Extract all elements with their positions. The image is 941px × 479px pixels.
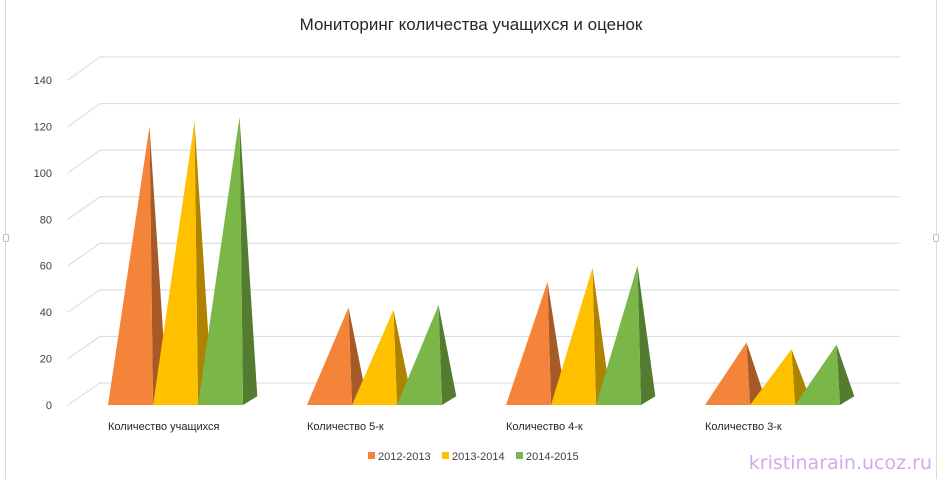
bar [551,268,611,405]
y-tick-label: 20 [40,354,52,366]
bar-front-face [506,281,551,405]
x-axis-categories: Количество учащихся Количество 5-к Количес… [108,421,782,433]
y-axis-ticks: 0 20 40 60 80 100 120 140 [34,75,52,412]
bars [108,117,855,406]
x-category-label: Количество 5-к [307,421,384,433]
y-tick-label: 140 [34,75,52,87]
gridline [67,242,900,267]
bar-side-face [149,126,168,405]
bar [795,344,855,405]
bar-front-face [153,121,198,406]
chart-frame [3,0,939,479]
bar-side-face [637,265,656,405]
gridline [67,56,900,81]
bar-side-face [348,307,367,405]
bar [307,307,367,405]
legend-label: 2013-2014 [452,451,505,463]
bar-side-face [194,121,213,406]
resize-handle-left[interactable] [3,234,9,242]
legend[interactable]: 2012-2013 2013-2014 2014-2015 [368,451,579,463]
bar-front-face [352,309,397,405]
bar [397,305,457,405]
bar [705,342,765,405]
legend-label: 2014-2015 [526,451,579,463]
chart-title: Мониторинг количества учащихся и оценок [300,15,643,34]
bar [750,349,810,405]
y-tick-label: 60 [40,261,52,273]
y-tick-label: 40 [40,307,52,319]
legend-swatch [368,452,375,459]
bar-side-face [239,117,258,406]
watermark-text: kristinarain.ucoz.ru [749,452,932,474]
bar [506,281,566,405]
resize-handle-right[interactable] [933,234,939,242]
bar [352,309,412,405]
bar-front-face [397,305,442,405]
bar [153,121,213,406]
legend-item[interactable]: 2013-2014 [442,451,505,463]
gridline [67,149,900,174]
gridline [67,103,900,127]
x-category-label: Количество учащихся [108,421,220,433]
bar-front-face [551,268,596,405]
bar-side-face [592,268,611,405]
legend-swatch [442,452,449,459]
gridline [67,196,900,220]
bar [198,117,258,406]
bar-side-face [393,309,412,405]
legend-swatch [516,452,523,459]
bar-front-face [307,307,352,405]
bar [596,265,656,405]
y-tick-label: 100 [34,168,52,180]
bar [108,126,168,405]
x-category-label: Количество 4-к [506,421,583,433]
gridlines [67,56,900,406]
legend-item[interactable]: 2012-2013 [368,451,431,463]
bar-front-face [705,342,750,405]
legend-label: 2012-2013 [378,451,431,463]
y-tick-label: 80 [40,214,52,226]
bar-side-face [438,305,457,405]
bar-front-face [108,126,153,405]
bar-front-face [198,117,243,406]
bar-front-face [795,344,840,405]
legend-item[interactable]: 2014-2015 [516,451,579,463]
bar-front-face [750,349,795,405]
bar-side-face [746,342,765,405]
y-tick-label: 120 [34,121,52,133]
y-tick-label: 0 [46,400,52,412]
bar-front-face [596,265,641,405]
x-category-label: Количество 3-к [705,421,782,433]
bar-side-face [836,344,855,405]
